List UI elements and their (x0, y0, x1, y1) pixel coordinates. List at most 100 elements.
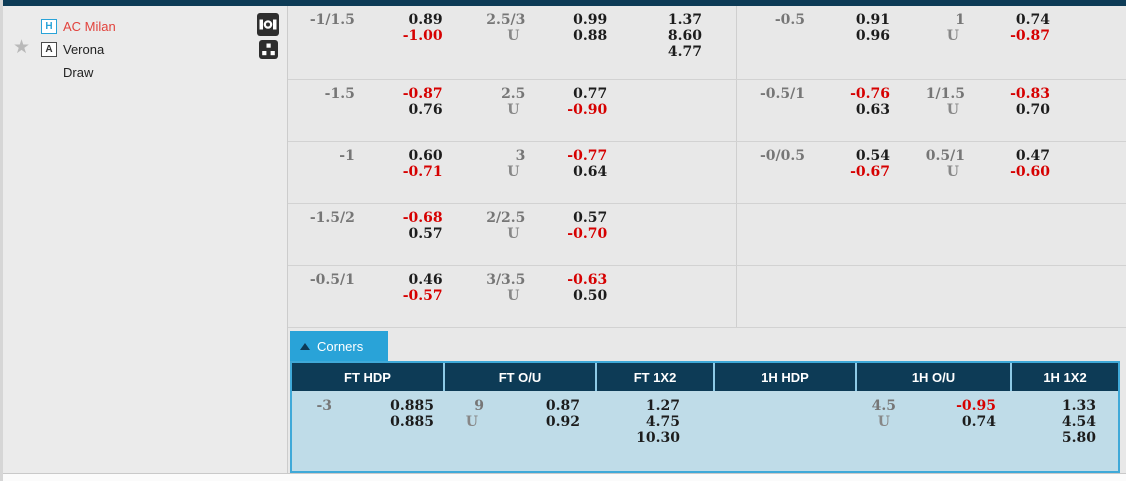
header-1h-1x2: 1H 1X2 (1012, 363, 1118, 391)
1h-ou-odds-over[interactable]: -0.83 (1010, 86, 1050, 102)
ft-section: -1.5 -0.87 0.76 2.5 U 0.77 -0.90 (288, 80, 737, 141)
ft-ou-under-label: U (507, 102, 520, 118)
ft-hdp-odds-home[interactable]: 0.89 (408, 12, 443, 28)
ft-hdp-odds-away[interactable]: 0.76 (408, 102, 443, 118)
corners-header-row: FT HDP FT O/U FT 1X2 1H HDP 1H O/U 1H 1X… (292, 363, 1118, 391)
1h-hdp-odds-home[interactable]: -0.76 (850, 86, 890, 102)
ft-section: -0.5/1 0.46 -0.57 3/3.5 U -0.63 0.50 (288, 266, 737, 327)
ft-ou-odds-over[interactable]: 0.77 (573, 86, 608, 102)
1h-ou-odds-under[interactable]: -0.60 (1010, 164, 1050, 180)
corners-1h-ou-odds-over[interactable]: -0.95 (956, 398, 996, 414)
corners-1h-ou-line: 4.5 (871, 398, 896, 414)
1h-section: -0.5 0.91 0.96 1 U 0.74 -0.87 (737, 6, 1125, 79)
away-badge: A (41, 42, 57, 57)
ft-ou-line: 2.5 (501, 86, 526, 102)
ft-1x2-away[interactable]: 8.60 (667, 28, 702, 44)
corners-section: Corners FT HDP FT O/U FT 1X2 1H HDP 1H O… (288, 331, 1126, 473)
corners-ft-ou-under-label: U (465, 414, 478, 430)
corners-ft-ou-odds-over[interactable]: 0.87 (545, 398, 580, 414)
header-ft-1x2: FT 1X2 (597, 363, 713, 391)
1h-hdp-odds-away[interactable]: 0.63 (855, 102, 890, 118)
favorite-star-icon[interactable]: ★ (13, 37, 31, 58)
corners-1h-ou-odds-under[interactable]: 0.74 (961, 414, 996, 430)
1h-hdp-odds-away[interactable]: -0.67 (850, 164, 890, 180)
corners-1h-1x2-draw[interactable]: 5.80 (1061, 430, 1096, 446)
ft-hdp-odds-home[interactable]: 0.60 (408, 148, 443, 164)
1h-hdp-line: -0.5/1 (759, 86, 805, 102)
corners-ft-hdp-odds-home[interactable]: 0.885 (390, 398, 434, 414)
ft-ou-line: 3/3.5 (486, 272, 526, 288)
corners-ft-1x2-draw[interactable]: 10.30 (636, 430, 680, 446)
top-accent-bar (3, 0, 1126, 6)
corners-odds-row: -3 0.885 0.885 9 U 0.87 0.92 (292, 391, 1118, 471)
corners-ft-hdp-line: -3 (316, 398, 332, 414)
ft-ou-odds-over[interactable]: -0.63 (567, 272, 608, 288)
ft-ou-odds-under[interactable]: 0.50 (573, 288, 608, 304)
corners-ft-ou-line: 9 (474, 398, 484, 414)
corners-1h-1x2-home[interactable]: 1.33 (1061, 398, 1096, 414)
next-row-strip (3, 473, 1126, 481)
1h-ou-odds-under[interactable]: -0.87 (1010, 28, 1050, 44)
stats-icon[interactable] (258, 40, 278, 59)
odds-row: -1.5 -0.87 0.76 2.5 U 0.77 -0.90 (288, 80, 1126, 142)
ft-hdp-odds-away[interactable]: -0.71 (402, 164, 443, 180)
ft-ou-odds-under[interactable]: -0.90 (567, 102, 608, 118)
corners-1h-1x2-away[interactable]: 4.54 (1061, 414, 1096, 430)
home-team-name[interactable]: AC Milan (63, 19, 116, 34)
1h-ou-odds-over[interactable]: 0.47 (1015, 148, 1050, 164)
main-odds-table: -1/1.5 0.89 -1.00 2.5/3 U 0.99 0.88 (288, 6, 1126, 328)
ft-ou-odds-under[interactable]: 0.64 (573, 164, 608, 180)
1h-hdp-odds-away[interactable]: 0.96 (855, 28, 890, 44)
ft-hdp-odds-away[interactable]: -1.00 (402, 28, 443, 44)
ft-hdp-line: -1.5 (324, 86, 355, 102)
ft-hdp-odds-home[interactable]: 0.46 (408, 272, 443, 288)
ft-ou-odds-over[interactable]: 0.57 (573, 210, 608, 226)
ft-hdp-odds-away[interactable]: -0.57 (402, 288, 443, 304)
ft-ou-odds-over[interactable]: 0.99 (573, 12, 608, 28)
1h-ou-odds-over[interactable]: 0.74 (1015, 12, 1050, 28)
1h-ou-line: 0.5/1 (925, 148, 965, 164)
home-team-row: H AC Milan (41, 15, 287, 38)
ft-ou-odds-under[interactable]: -0.70 (567, 226, 608, 242)
ft-hdp-line: -1 (339, 148, 355, 164)
1h-hdp-odds-home[interactable]: 0.91 (855, 12, 890, 28)
odds-row: -0.5/1 0.46 -0.57 3/3.5 U -0.63 0.50 (288, 266, 1126, 328)
ft-ou-odds-under[interactable]: 0.88 (573, 28, 608, 44)
ft-hdp-odds-home[interactable]: -0.68 (402, 210, 443, 226)
1h-ou-odds-under[interactable]: 0.70 (1015, 102, 1050, 118)
ft-section: -1.5/2 -0.68 0.57 2/2.5 U 0.57 -0.70 (288, 204, 737, 265)
odds-row: -1/1.5 0.89 -1.00 2.5/3 U 0.99 0.88 (288, 6, 1126, 80)
1h-section (737, 204, 1125, 265)
header-1h-hdp: 1H HDP (715, 363, 855, 391)
ft-1x2-home[interactable]: 1.37 (667, 12, 702, 28)
corners-1h-ou-under-label: U (877, 414, 890, 430)
corners-ft-hdp-odds-away[interactable]: 0.885 (390, 414, 434, 430)
ft-1x2-draw[interactable]: 4.77 (667, 44, 702, 60)
ft-ou-line: 2/2.5 (486, 210, 526, 226)
away-team-name[interactable]: Verona (63, 42, 105, 57)
match-panel: ★ H AC Milan A Verona Draw (3, 6, 288, 473)
ft-hdp-odds-away[interactable]: 0.57 (408, 226, 443, 242)
corners-tab[interactable]: Corners (290, 331, 388, 361)
odds-content: -1/1.5 0.89 -1.00 2.5/3 U 0.99 0.88 (288, 6, 1126, 473)
ft-ou-line: 3 (515, 148, 526, 164)
ft-section: -1 0.60 -0.71 3 U -0.77 0.64 (288, 142, 737, 203)
draw-row: Draw (41, 61, 287, 84)
corners-tab-label: Corners (317, 338, 364, 354)
ft-ou-line: 2.5/3 (486, 12, 526, 28)
live-match-icon[interactable] (257, 13, 279, 36)
page-body: ★ H AC Milan A Verona Draw (3, 6, 1126, 473)
1h-hdp-odds-home[interactable]: 0.54 (855, 148, 890, 164)
ft-hdp-odds-home[interactable]: -0.87 (402, 86, 443, 102)
ft-ou-under-label: U (507, 226, 520, 242)
badge-spacer (41, 65, 57, 80)
corners-ft-ou-odds-under[interactable]: 0.92 (545, 414, 580, 430)
1h-ou-line: 1 (955, 12, 965, 28)
odds-row: -1.5/2 -0.68 0.57 2/2.5 U 0.57 -0.70 (288, 204, 1126, 266)
ft-hdp-line: -0.5/1 (309, 272, 355, 288)
away-team-row: A Verona (41, 38, 287, 61)
corners-ft-1x2-home[interactable]: 1.27 (645, 398, 680, 414)
corners-table: FT HDP FT O/U FT 1X2 1H HDP 1H O/U 1H 1X… (290, 361, 1120, 473)
ft-ou-odds-over[interactable]: -0.77 (567, 148, 608, 164)
corners-ft-1x2-away[interactable]: 4.75 (645, 414, 680, 430)
